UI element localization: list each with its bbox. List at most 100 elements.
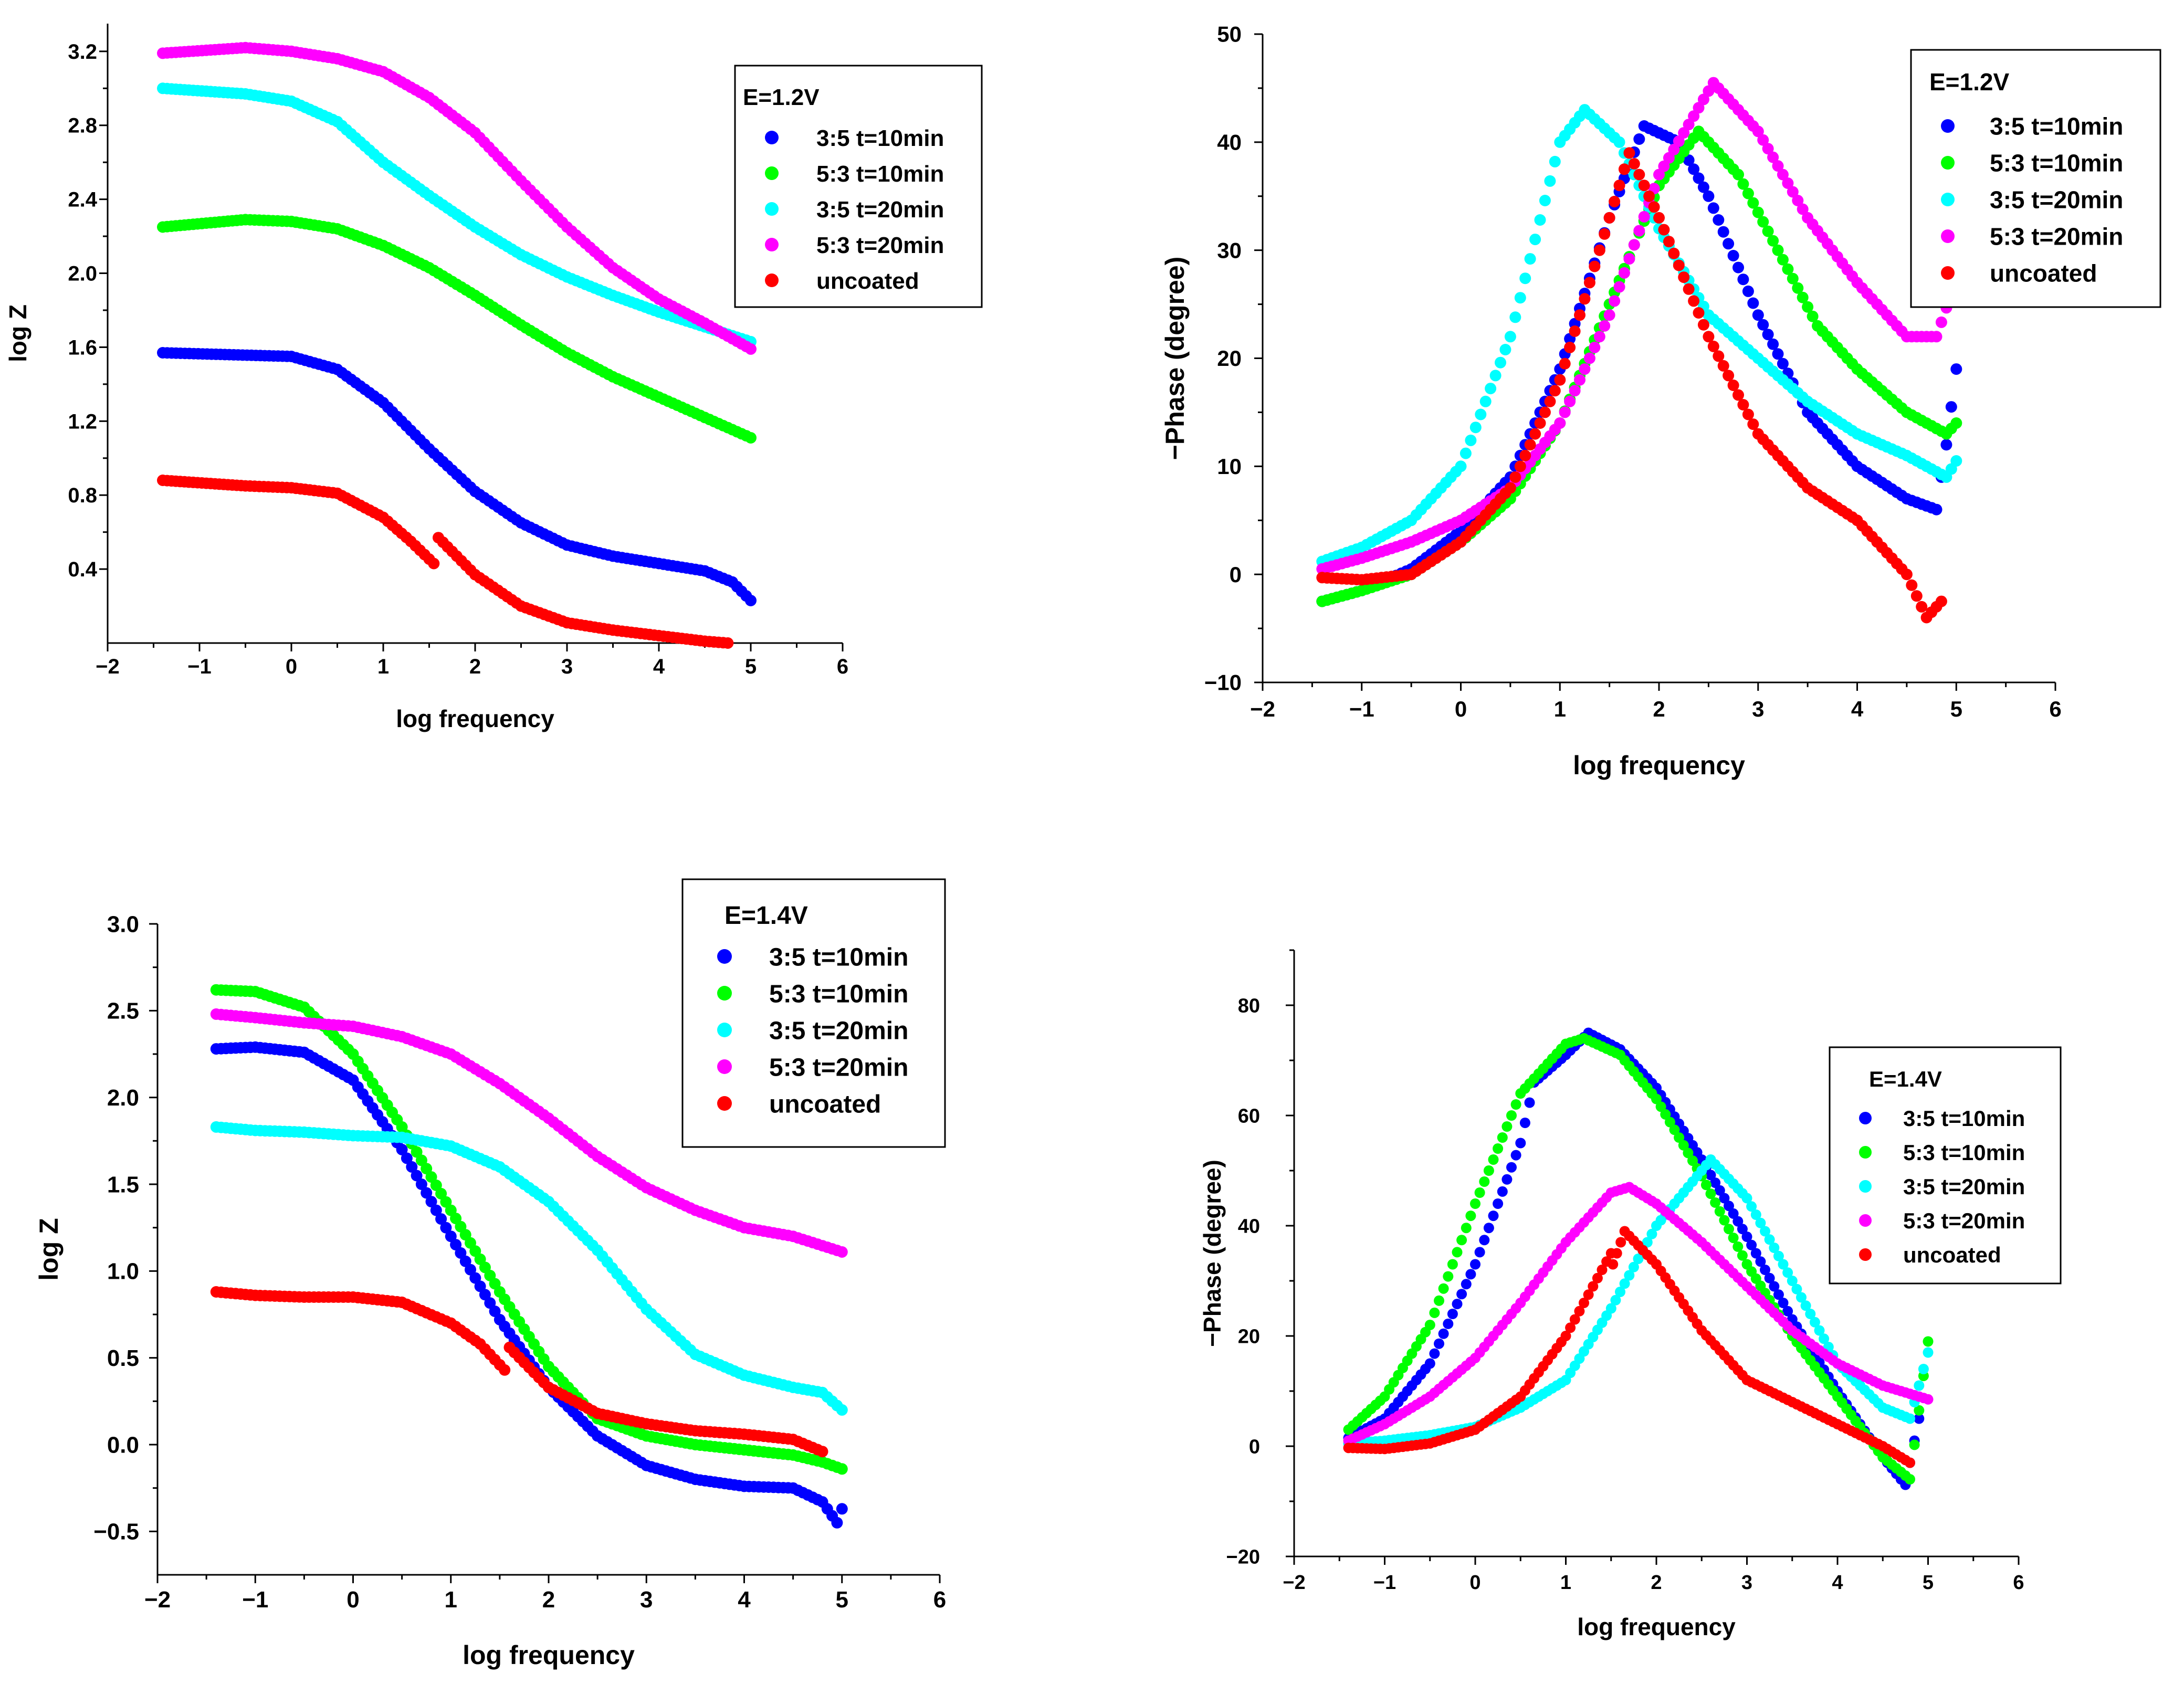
data-point (1506, 1162, 1517, 1173)
x-axis-title: log frequency (1577, 1613, 1736, 1640)
data-point (1658, 160, 1670, 172)
data-point (1723, 370, 1735, 382)
data-point (1560, 1331, 1571, 1341)
x-tick-label: 5 (1923, 1572, 1934, 1594)
data-point (1524, 253, 1536, 265)
data-point (1732, 1241, 1744, 1252)
legend-label: uncoated (769, 1090, 881, 1118)
data-point (1609, 295, 1621, 307)
data-point (428, 557, 440, 570)
legend-label: 3:5 t=20min (769, 1017, 908, 1045)
data-point (1923, 1394, 1934, 1405)
data-point (1747, 418, 1759, 430)
legend-title: E=1.2V (1929, 68, 2009, 96)
data-point (1554, 417, 1566, 429)
data-point (1599, 228, 1611, 240)
data-point (1945, 401, 1957, 413)
y-tick-label: 1.2 (68, 410, 97, 433)
data-point (1497, 1132, 1508, 1143)
data-point (1514, 460, 1526, 472)
x-tick-label: 0 (346, 1587, 359, 1613)
data-point (1488, 1154, 1499, 1165)
data-point (401, 1152, 413, 1164)
data-point (1724, 1224, 1734, 1235)
data-point (1465, 434, 1477, 446)
data-point (1678, 127, 1690, 139)
data-point (1519, 449, 1531, 461)
data-point (1495, 356, 1506, 369)
data-point (1697, 181, 1709, 193)
data-point (1930, 503, 1942, 515)
data-point (415, 1178, 427, 1190)
data-point (1752, 309, 1764, 321)
y-tick-label: 20 (1217, 346, 1242, 371)
data-point (1574, 309, 1586, 321)
legend-title: E=1.4V (724, 902, 808, 930)
data-point (1755, 1217, 1766, 1228)
data-point (1762, 329, 1774, 341)
legend-marker (1859, 1112, 1872, 1124)
data-point (1737, 1250, 1748, 1261)
x-tick-label: 2 (469, 655, 481, 678)
data-point (1791, 1283, 1802, 1294)
data-point (455, 1247, 467, 1259)
legend-label: 3:5 t=20min (1903, 1174, 2025, 1199)
data-point (1713, 350, 1725, 362)
data-point (1608, 1259, 1619, 1270)
data-point (1565, 1322, 1576, 1333)
data-point (1772, 244, 1784, 256)
data-point (1688, 110, 1700, 122)
legend: E=1.4V 3:5 t=10min 5:3 t=10min 3:5 t=20min 5… (681, 878, 946, 1148)
data-point (1660, 1109, 1671, 1120)
legend-label: 3:5 t=10min (1990, 113, 2123, 140)
data-point (1767, 151, 1779, 163)
legend-marker (717, 1096, 732, 1111)
data-point (1559, 357, 1571, 370)
data-point (1950, 417, 1962, 429)
data-point (1574, 1306, 1585, 1317)
x-tick-label: 6 (2013, 1572, 2024, 1594)
data-point (1579, 1298, 1589, 1308)
data-point (1524, 1097, 1535, 1108)
legend-label: 3:5 t=10min (769, 943, 908, 971)
legend-label: 5:3 t=20min (1903, 1208, 2025, 1233)
data-point (1668, 143, 1680, 155)
data-point (1683, 154, 1695, 166)
data-point (1628, 239, 1640, 251)
data-point (1618, 267, 1630, 279)
series-uncoated (210, 1286, 828, 1458)
data-point (1778, 1298, 1789, 1308)
legend-marker (717, 1023, 732, 1037)
data-point (1569, 385, 1581, 397)
legend-label: 5:3 t=10min (1903, 1140, 2025, 1165)
data-point (1646, 1228, 1657, 1239)
data-point (1796, 1292, 1807, 1303)
legend-marker (765, 238, 779, 251)
data-point (1651, 1093, 1662, 1104)
data-point (1447, 1259, 1458, 1270)
data-point (1719, 1215, 1730, 1226)
x-tick-label: 0 (1469, 1572, 1480, 1594)
data-point (1479, 1235, 1490, 1246)
legend-marker (1941, 229, 1955, 243)
data-point (1633, 133, 1645, 145)
x-tick-label: −1 (1373, 1572, 1396, 1594)
data-point (1737, 1224, 1748, 1235)
data-point (1705, 1188, 1716, 1199)
x-axis-title: log frequency (396, 705, 554, 732)
y-tick-label: −20 (1226, 1546, 1260, 1568)
data-point (1509, 311, 1521, 323)
data-point (1910, 590, 1923, 602)
data-point (1633, 169, 1645, 181)
legend-marker (1941, 266, 1955, 280)
data-point (1737, 273, 1749, 286)
x-tick-label: 0 (1455, 697, 1467, 721)
data-point (1515, 1138, 1526, 1149)
data-point (1732, 389, 1744, 401)
data-point (1623, 253, 1635, 265)
y-axis-title: −Phase (degree) (1199, 1160, 1226, 1347)
data-point (445, 1230, 457, 1243)
data-point (1693, 102, 1705, 114)
y-tick-label: 0.8 (68, 484, 97, 507)
data-point (1732, 261, 1744, 273)
